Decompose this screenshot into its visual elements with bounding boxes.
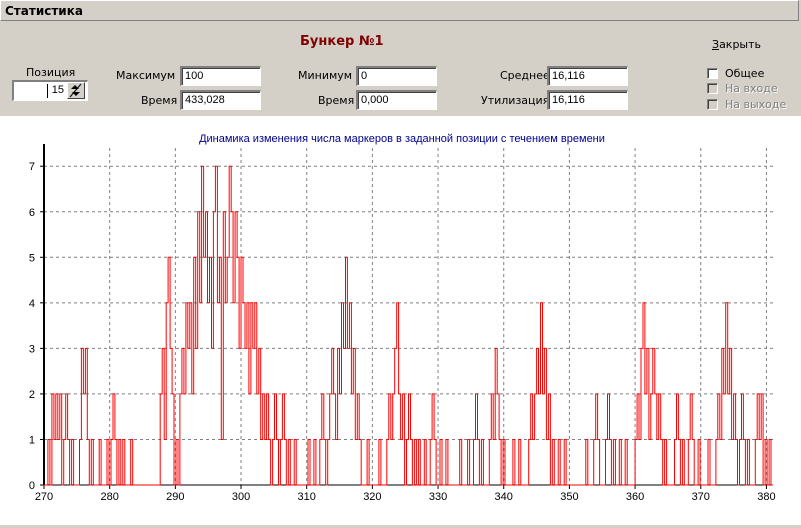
checkbox-output-label: На выходе [725,98,787,111]
spin-arrows-icon [69,83,82,98]
max-label: Максимум [116,69,176,82]
min-label: Минимум [298,69,353,82]
util-field[interactable]: 16,116 [547,90,628,110]
x-tick-label: 370 [692,491,710,503]
close-button-hotkey: З [712,38,720,51]
window-titlebar: Статистика [0,0,799,21]
x-tick-label: 330 [429,491,447,503]
max-field[interactable]: 100 [180,66,261,86]
checkbox-general-box[interactable] [707,68,718,79]
min-time-label: Время [318,94,355,107]
x-tick-label: 340 [495,491,513,503]
spin-button[interactable] [67,82,85,99]
x-tick-label: 320 [363,491,381,503]
close-button[interactable]: Закрыть [712,38,761,51]
y-tick-label: 2 [29,389,35,401]
y-tick-label: 1 [29,434,35,446]
util-label: Утилизация [481,94,550,107]
x-tick-label: 300 [232,491,250,503]
max-time-label: Время [141,94,178,107]
checkbox-input-label: На входе [725,82,778,95]
y-tick-label: 5 [29,252,35,264]
chart-axes [43,144,773,486]
max-time-field[interactable]: 433,028 [180,90,261,110]
y-tick-label: 6 [29,207,35,219]
y-tick-label: 3 [29,343,35,355]
min-field[interactable]: 0 [356,66,437,86]
stats-panel: Бункер №1 Закрыть Позиция 15 Максимум 10… [0,22,801,114]
chart-ticks: 270 280 290 300 310 320 330 340 350 360 370 380 0 1 2 3… [29,161,776,503]
series-line [44,165,773,486]
min-time-field[interactable]: 0,000 [356,90,437,110]
bunker-title: Бункер №1 [300,34,384,49]
window-title: Статистика [5,4,83,18]
x-tick-label: 350 [560,491,578,503]
close-button-label: акрыть [719,38,762,51]
x-tick-label: 290 [166,491,184,503]
marker-dynamics-chart: Динамика изменения числа маркеров в зада… [29,133,776,503]
x-tick-label: 360 [626,491,644,503]
avg-label: Среднее [500,69,550,82]
position-spinner[interactable]: 15 [12,80,88,101]
y-tick-label: 4 [29,298,35,310]
y-tick-label: 0 [29,480,35,492]
x-tick-label: 310 [298,491,316,503]
chart-title: Динамика изменения числа маркеров в зада… [199,133,605,145]
checkbox-general-label: Общее [725,67,765,80]
chart-area: Динамика изменения числа маркеров в зада… [0,116,801,525]
text-caret [47,84,48,98]
position-value[interactable]: 15 [51,84,64,96]
x-tick-label: 280 [100,491,118,503]
position-label: Позиция [26,66,76,79]
checkbox-input-box [707,83,718,94]
x-tick-label: 380 [757,491,775,503]
checkbox-output-box [707,99,718,110]
x-tick-label: 270 [35,491,53,503]
avg-field[interactable]: 16,116 [547,66,628,86]
y-tick-label: 7 [29,161,35,173]
